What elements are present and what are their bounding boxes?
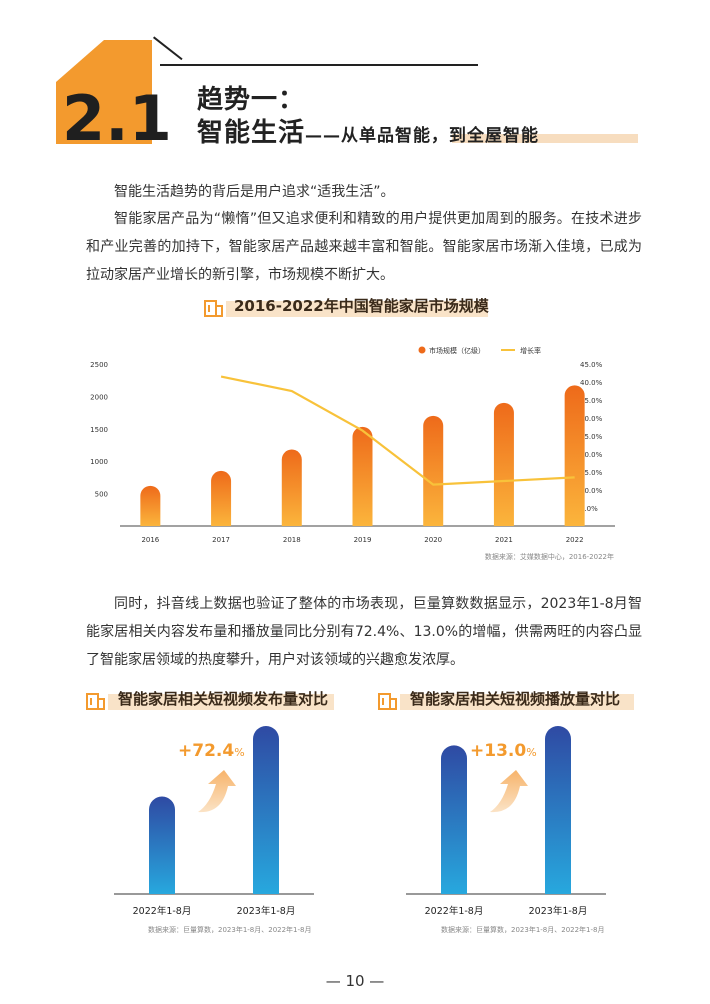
x-tick-label: 2016 xyxy=(141,536,159,544)
chart1-source: 数据来源：艾媒数据中心，2016-2022年 xyxy=(484,553,614,561)
right-tick-label: 25.0% xyxy=(580,433,603,441)
legend-line-label: 增长率 xyxy=(520,346,541,355)
building-icon xyxy=(86,693,105,710)
right-tick-label: 35.0% xyxy=(580,397,603,405)
paragraph-2: 智能家居产品为“懒惰”但又追求便利和精致的用户提供更加周到的服务。在技术进步和产… xyxy=(86,211,642,283)
growth-arrow-icon xyxy=(490,770,528,813)
legend: 市场规模（亿级） 增长率 xyxy=(418,346,541,355)
market-bar xyxy=(423,415,444,526)
right-tick-label: 10.0% xyxy=(580,487,603,495)
growth-arrow-icon xyxy=(198,770,236,813)
right-tick-label: 20.0% xyxy=(580,451,603,459)
x-tick-label: 2022年1-8月 xyxy=(425,905,484,917)
chart2-heading: 智能家居相关短视频发布量对比 xyxy=(86,688,346,714)
title-underbar xyxy=(452,134,638,143)
section-number: 2.1 xyxy=(62,82,172,144)
growth-unit: % xyxy=(234,746,244,759)
left-tick-label: 2500 xyxy=(90,361,108,369)
chart3-source: 数据来源：巨量算数，2023年1-8月、2022年1-8月 xyxy=(441,926,605,934)
x-tick-label: 2020 xyxy=(424,536,442,544)
left-tick-label: 1500 xyxy=(90,426,108,434)
header-rule xyxy=(160,64,478,66)
growth-line xyxy=(220,375,575,486)
market-bar xyxy=(281,449,302,526)
growth-unit: % xyxy=(526,746,536,759)
building-icon xyxy=(378,693,397,710)
heading-bar xyxy=(400,694,634,710)
volume-bar xyxy=(253,726,279,894)
play-volume-chart: 2022年1-8月 2023年1-8月 +13.0% xyxy=(406,726,606,917)
chart1-heading: 2016-2022年中国智能家居市场规模 xyxy=(204,295,504,321)
badge-house-shape xyxy=(56,40,152,144)
page-number: — 10 — xyxy=(325,972,385,990)
market-bar xyxy=(564,385,585,526)
x-tick-label: 2019 xyxy=(354,536,372,544)
left-tick-label: 500 xyxy=(95,491,108,499)
x-tick-label: 2023年1-8月 xyxy=(237,905,296,917)
x-tick-label: 2022 xyxy=(566,536,584,544)
x-tick-label: 2017 xyxy=(212,536,230,544)
growth-label: +13.0% xyxy=(470,741,537,761)
section-number-badge: 2.1 xyxy=(56,40,172,144)
volume-bar xyxy=(545,726,571,894)
legend-bar-marker xyxy=(418,346,426,354)
market-bar xyxy=(352,426,373,526)
left-tick-label: 2000 xyxy=(90,393,108,401)
market-size-chart: 500 1000 1500 2000 2500 5.0% 10.0% 15.0% 20.0% 25… xyxy=(90,346,615,544)
market-bar xyxy=(140,485,161,526)
volume-bar xyxy=(441,745,467,894)
x-tick-label: 2022年1-8月 xyxy=(133,905,192,917)
right-tick-label: 30.0% xyxy=(580,415,603,423)
right-tick-label: 45.0% xyxy=(580,361,603,369)
right-tick-label: 15.0% xyxy=(580,469,603,477)
chart1-title: 2016-2022年中国智能家居市场规模 xyxy=(234,297,489,315)
title-sub: ——从单品智能，到全屋智能 xyxy=(305,126,540,146)
left-tick-label: 1000 xyxy=(90,458,108,466)
market-bar xyxy=(211,470,232,526)
x-tick-label: 2021 xyxy=(495,536,513,544)
heading-bar xyxy=(226,301,488,317)
section-title-1: 趋势一： xyxy=(197,85,306,115)
chart2-title: 智能家居相关短视频发布量对比 xyxy=(118,690,329,708)
volume-bar xyxy=(149,796,175,894)
x-tick-label: 2018 xyxy=(283,536,301,544)
building-icon xyxy=(204,300,223,317)
paragraph-1: 智能生活趋势的背后是用户追求“适我生活”。 xyxy=(114,184,395,200)
growth-label: +72.4% xyxy=(178,741,245,761)
paragraph-3: 同时，抖音线上数据也验证了整体的市场表现，巨量算数数据显示，2023年1-8月智… xyxy=(86,596,642,668)
publish-volume-chart: 2022年1-8月 2023年1-8月 +72.4% xyxy=(114,726,314,917)
chart3-title: 智能家居相关短视频播放量对比 xyxy=(410,690,621,708)
title-main: 智能生活 xyxy=(197,118,306,148)
right-tick-label: 40.0% xyxy=(580,379,603,387)
legend-bar-label: 市场规模（亿级） xyxy=(429,346,485,355)
right-tick-label: 5.0% xyxy=(580,505,598,513)
chart3-heading: 智能家居相关短视频播放量对比 xyxy=(378,688,648,714)
heading-bar xyxy=(108,694,334,710)
chart2-source: 数据来源：巨量算数，2023年1-8月、2022年1-8月 xyxy=(148,926,312,934)
x-tick-label: 2023年1-8月 xyxy=(529,905,588,917)
market-bar xyxy=(493,402,514,526)
section-title-2: 智能生活——从单品智能，到全屋智能 xyxy=(197,112,539,149)
